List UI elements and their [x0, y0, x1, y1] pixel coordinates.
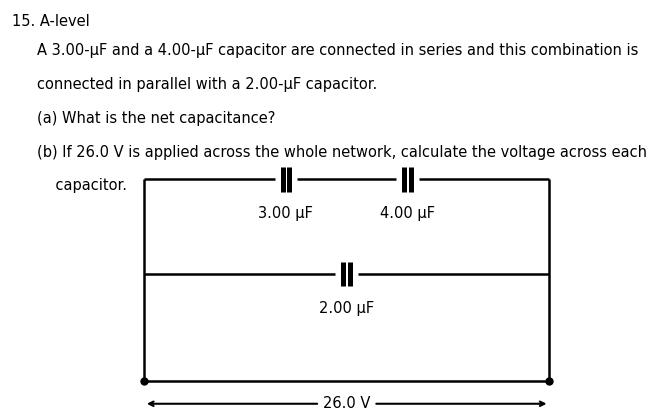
Text: connected in parallel with a 2.00-μF capacitor.: connected in parallel with a 2.00-μF cap… — [37, 77, 377, 92]
Text: 15. A-level: 15. A-level — [12, 14, 90, 29]
Text: 3.00 μF: 3.00 μF — [259, 206, 314, 221]
Text: (b) If 26.0 V is applied across the whole network, calculate the voltage across : (b) If 26.0 V is applied across the whol… — [37, 145, 647, 159]
Text: A 3.00-μF and a 4.00-μF capacitor are connected in series and this combination i: A 3.00-μF and a 4.00-μF capacitor are co… — [37, 43, 639, 58]
Text: 2.00 μF: 2.00 μF — [319, 301, 375, 316]
Text: capacitor.: capacitor. — [37, 178, 127, 193]
Text: 4.00 μF: 4.00 μF — [380, 206, 435, 221]
Text: (a) What is the net capacitance?: (a) What is the net capacitance? — [37, 111, 275, 126]
Text: 26.0 V: 26.0 V — [323, 396, 371, 411]
